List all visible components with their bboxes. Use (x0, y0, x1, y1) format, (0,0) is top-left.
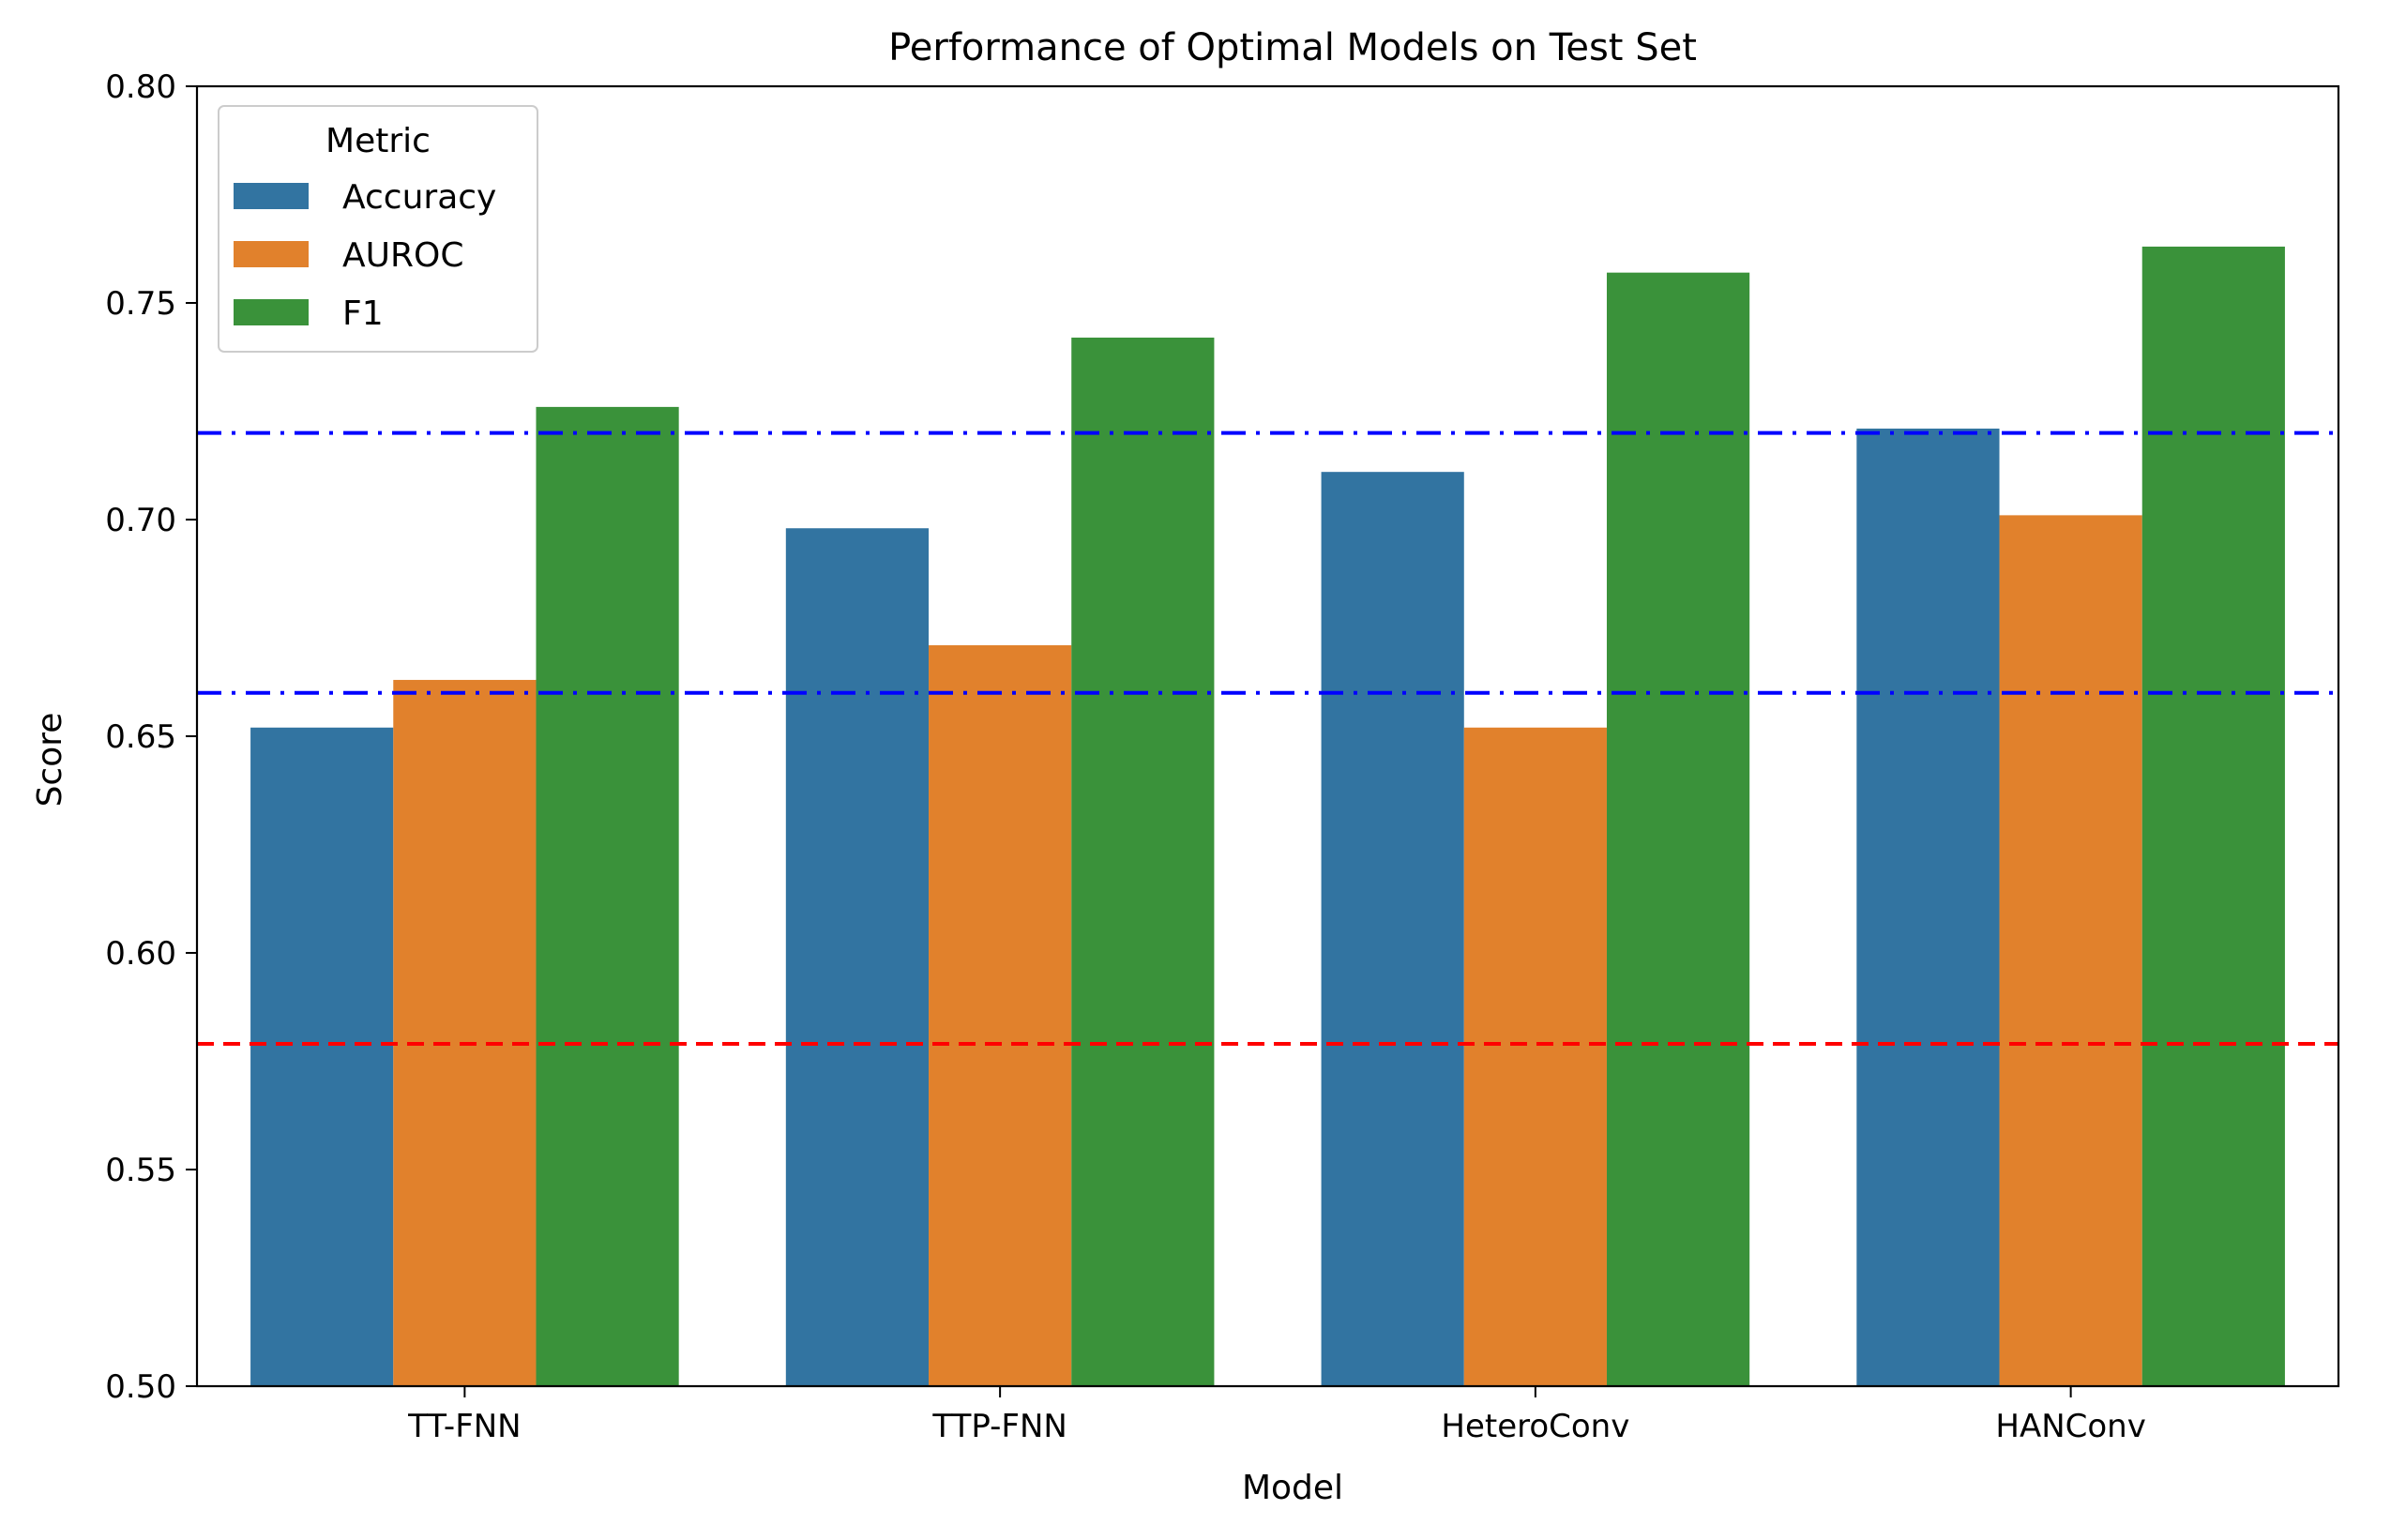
legend-entry-auroc: AUROC (342, 236, 463, 275)
bar-accuracy-tt-fnn (250, 727, 394, 1386)
legend: Metric Accuracy AUROC F1 (218, 105, 538, 353)
legend-box (218, 105, 538, 353)
legend-swatch-auroc (234, 241, 309, 267)
bar-f1-ttp-fnn (1071, 337, 1215, 1387)
legend-swatch-f1 (234, 299, 309, 325)
y-tick-label: 0.60 (105, 935, 176, 973)
bar-auroc-hanconv (1999, 515, 2142, 1386)
bar-auroc-heteroconv (1463, 727, 1607, 1386)
y-tick-label: 0.75 (105, 285, 176, 323)
bars-layer (250, 246, 2285, 1387)
bar-accuracy-hanconv (1856, 428, 2000, 1387)
bar-accuracy-ttp-fnn (785, 528, 930, 1386)
bar-auroc-tt-fnn (393, 679, 537, 1386)
y-tick-label: 0.70 (105, 502, 176, 539)
x-tick-label: HANConv (1995, 1408, 2145, 1445)
reference-lines-layer (197, 430, 2338, 1047)
legend-swatch-accuracy (234, 183, 309, 209)
bar-accuracy-heteroconv (1321, 472, 1464, 1386)
bar-f1-hanconv (2141, 246, 2285, 1387)
legend-title: Metric (325, 122, 431, 160)
bar-f1-tt-fnn (536, 406, 679, 1386)
y-tick-label: 0.50 (105, 1368, 176, 1406)
x-tick-label: TTP-FNN (931, 1408, 1067, 1445)
x-tick-label: HeteroConv (1441, 1408, 1629, 1445)
y-tick-label: 0.65 (105, 718, 176, 756)
chart-title: Performance of Optimal Models on Test Se… (888, 26, 1697, 69)
bar-f1-heteroconv (1606, 272, 1750, 1386)
x-tick-label: TT-FNN (407, 1408, 522, 1445)
x-axis-label: Model (1242, 1469, 1343, 1507)
y-tick-label: 0.80 (105, 68, 176, 106)
y-axis-label: Score (31, 713, 69, 808)
legend-entry-accuracy: Accuracy (342, 178, 496, 217)
legend-entry-f1: F1 (342, 294, 384, 333)
axes-layer: 0.50 0.55 0.60 0.65 0.70 0.75 0.80 TT-FNN TTP-FN… (105, 68, 2340, 1445)
bar-auroc-ttp-fnn (929, 644, 1072, 1386)
y-tick-label: 0.55 (105, 1152, 176, 1189)
